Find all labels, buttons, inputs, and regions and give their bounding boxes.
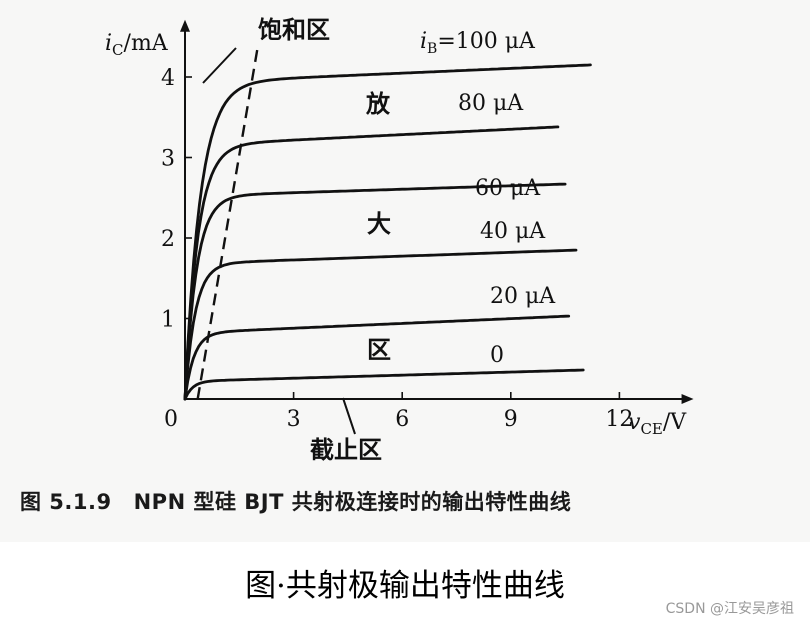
characteristic-curve [183, 182, 567, 401]
figure-caption: 图 5.1.9 NPN 型硅 BJT 共射极连接时的输出特性曲线 [20, 486, 800, 520]
watermark: CSDN @江安吴彦祖 [665, 601, 794, 617]
y-tick-label: 3 [161, 147, 175, 172]
characteristic-curve [183, 63, 592, 401]
region-label-saturation: 饱和区 [258, 15, 330, 44]
x-tick-label: 6 [395, 407, 409, 432]
series-label: 40 μA [480, 219, 546, 244]
characteristic-curve [183, 125, 560, 401]
characteristic-curve [183, 248, 578, 401]
curves [183, 47, 592, 435]
saturation-boundary-line [196, 48, 259, 400]
characteristic-curve [183, 368, 585, 401]
x-axis-label: vCE/V [628, 410, 687, 438]
region-label-active-3: 区 [367, 335, 391, 364]
figure-caption-number: 图 5.1.9 [20, 490, 112, 514]
scanned-figure: 0 3 6 9 12 1 2 3 4 iC/mA vCE/V iB=100 μA 80 μA 60 μA 4… [20, 15, 800, 520]
y-axis-label: iC/mA [105, 31, 169, 59]
y-tick-label: 1 [161, 308, 175, 333]
cutoff-label-pointer [342, 397, 356, 435]
x-tick-label: 0 [164, 407, 178, 432]
y-axis-arrow [180, 19, 190, 32]
figure-caption-text: NPN 型硅 BJT 共射极连接时的输出特性曲线 [133, 490, 572, 514]
y-tick-label: 4 [161, 66, 175, 91]
region-label-active-2: 大 [367, 209, 391, 238]
x-tick-label: 9 [504, 407, 518, 432]
series-label: 80 μA [458, 91, 524, 116]
bottom-caption: 图·共射极输出特性曲线 [245, 568, 565, 604]
x-axis-arrow [681, 394, 694, 404]
series-label: 60 μA [475, 176, 541, 201]
series-label: 20 μA [490, 284, 556, 309]
series-label: 0 [490, 343, 504, 368]
region-label-cutoff: 截止区 [310, 435, 382, 464]
saturation-label-pointer [202, 47, 237, 84]
y-tick-label: 2 [161, 227, 175, 252]
axes [180, 19, 694, 404]
characteristic-curve [183, 314, 571, 401]
series-label: iB=100 μA [420, 29, 536, 57]
region-label-active-1: 放 [365, 89, 391, 118]
x-tick-label: 12 [605, 407, 633, 432]
x-tick-label: 3 [287, 407, 301, 432]
